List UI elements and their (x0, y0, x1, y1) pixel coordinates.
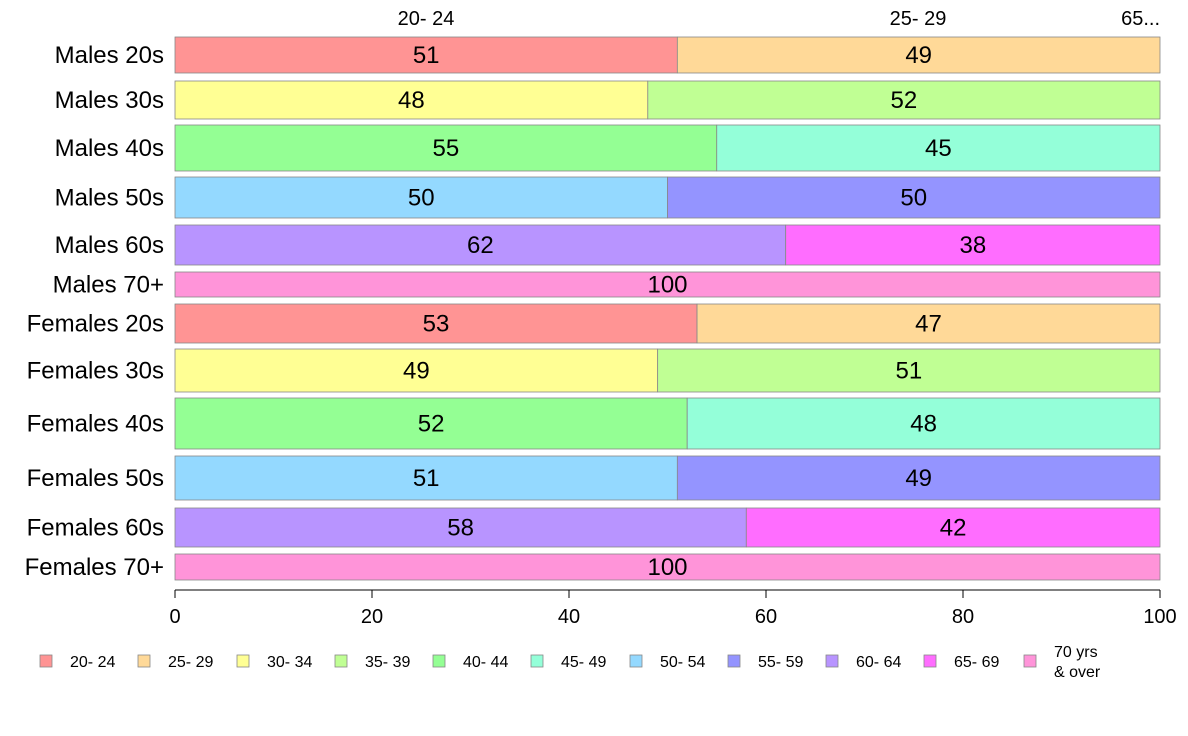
bar-segment (174, 271, 1161, 298)
legend-swatch (629, 654, 643, 668)
bar-value-label: 48 (910, 411, 937, 438)
row-label: Males 60s (55, 232, 164, 259)
x-tick-label: 0 (169, 606, 180, 628)
bar-value-label: 58 (447, 515, 474, 542)
bar-segment (174, 507, 747, 548)
bar-value-label: 53 (423, 311, 450, 338)
bar-segment (174, 303, 698, 344)
row-label: Females 20s (27, 311, 164, 338)
row-label: Females 60s (27, 515, 164, 542)
bar-segment (174, 36, 678, 74)
legend-swatch (727, 654, 741, 668)
bar-segment (686, 397, 1161, 450)
bar-value-label: 100 (647, 272, 687, 299)
bar-value-label: 45 (925, 135, 952, 162)
bar-value-label: 49 (905, 465, 932, 492)
legend-swatch (1023, 654, 1037, 668)
row-label: Males 30s (55, 87, 164, 114)
bar-segment (657, 348, 1161, 393)
x-tick-label: 60 (755, 606, 777, 628)
bar-value-label: 50 (408, 185, 435, 212)
bar-value-label: 55 (433, 135, 460, 162)
bar-value-label: 48 (398, 87, 425, 114)
row-label: Males 40s (55, 135, 164, 162)
x-tick-label: 100 (1143, 606, 1176, 628)
legend-label-line: & over (1054, 664, 1101, 681)
legend-label: 35- 39 (365, 654, 410, 671)
bar-segment (174, 397, 688, 450)
bar-segment (174, 224, 787, 266)
x-tick-label: 40 (558, 606, 580, 628)
legend-label: 65- 69 (954, 654, 999, 671)
row-label: Males 50s (55, 185, 164, 212)
bars: 51 49 48 52 55 45 50 50 62 38 100 53 47 49 51 52 48 51 49 5… (174, 36, 1161, 581)
legend-label: 45- 49 (561, 654, 606, 671)
row-label: Females 40s (27, 411, 164, 438)
top-labels: 20- 24 25- 29 65... (398, 8, 1160, 30)
row-labels: Males 20s Males 30s Males 40s Males 50s Male… (25, 42, 164, 581)
legend-label: 50- 54 (660, 654, 705, 671)
legend-swatch (825, 654, 839, 668)
bar-value-label: 100 (647, 554, 687, 581)
bar-value-label: 42 (940, 515, 967, 542)
legend-label: 30- 34 (267, 654, 312, 671)
bar-segment (174, 553, 1161, 581)
legend-label: 70 yrs & over (1054, 644, 1101, 681)
bar-value-label: 49 (403, 358, 430, 385)
bar-segment (667, 176, 1161, 219)
bar-value-label: 51 (413, 465, 440, 492)
bar-value-label: 50 (900, 185, 927, 212)
legend-swatch (137, 654, 151, 668)
bar-segment (174, 124, 718, 172)
legend-label: 60- 64 (856, 654, 901, 671)
bar-segment (174, 176, 668, 219)
top-label: 20- 24 (398, 8, 455, 30)
legend-label: 25- 29 (168, 654, 213, 671)
bar-value-label: 38 (959, 232, 986, 259)
bar-segment (745, 507, 1161, 548)
bar-segment (716, 124, 1161, 172)
row-label: Females 30s (27, 358, 164, 385)
bar-segment (676, 36, 1161, 74)
x-tick-label: 20 (361, 606, 383, 628)
bar-segment (174, 348, 659, 393)
bar-value-label: 51 (413, 42, 440, 69)
bar-segment (696, 303, 1161, 344)
legend-swatch (923, 654, 937, 668)
row-label: Females 70+ (25, 554, 164, 581)
row-label: Males 20s (55, 42, 164, 69)
legend-label: 55- 59 (758, 654, 803, 671)
row-label: Males 70+ (53, 272, 164, 299)
bar-segment (174, 80, 649, 120)
bar-segment (785, 224, 1161, 266)
legend-swatch (39, 654, 53, 668)
legend-swatch (432, 654, 446, 668)
legend-swatch (334, 654, 348, 668)
x-axis: 0 20 40 60 80 100 (169, 589, 1177, 628)
legend-swatch (530, 654, 544, 668)
legend: 20- 24 25- 29 30- 34 35- 39 40- 44 45- 49 50- … (39, 644, 1101, 681)
bar-value-label: 62 (467, 232, 494, 259)
legend-label: 40- 44 (463, 654, 508, 671)
bar-segment (676, 455, 1161, 501)
legend-label-line: 70 yrs (1054, 644, 1098, 661)
row-label: Females 50s (27, 465, 164, 492)
bar-value-label: 51 (895, 358, 922, 385)
top-label: 65... (1121, 8, 1160, 30)
bar-value-label: 49 (905, 42, 932, 69)
bar-value-label: 52 (891, 87, 918, 114)
bar-segment (174, 455, 678, 501)
bar-segment (647, 80, 1161, 120)
bar-value-label: 52 (418, 411, 445, 438)
legend-swatch (236, 654, 250, 668)
legend-label: 20- 24 (70, 654, 115, 671)
top-label: 25- 29 (890, 8, 947, 30)
x-tick-label: 80 (952, 606, 974, 628)
bar-value-label: 47 (915, 311, 942, 338)
